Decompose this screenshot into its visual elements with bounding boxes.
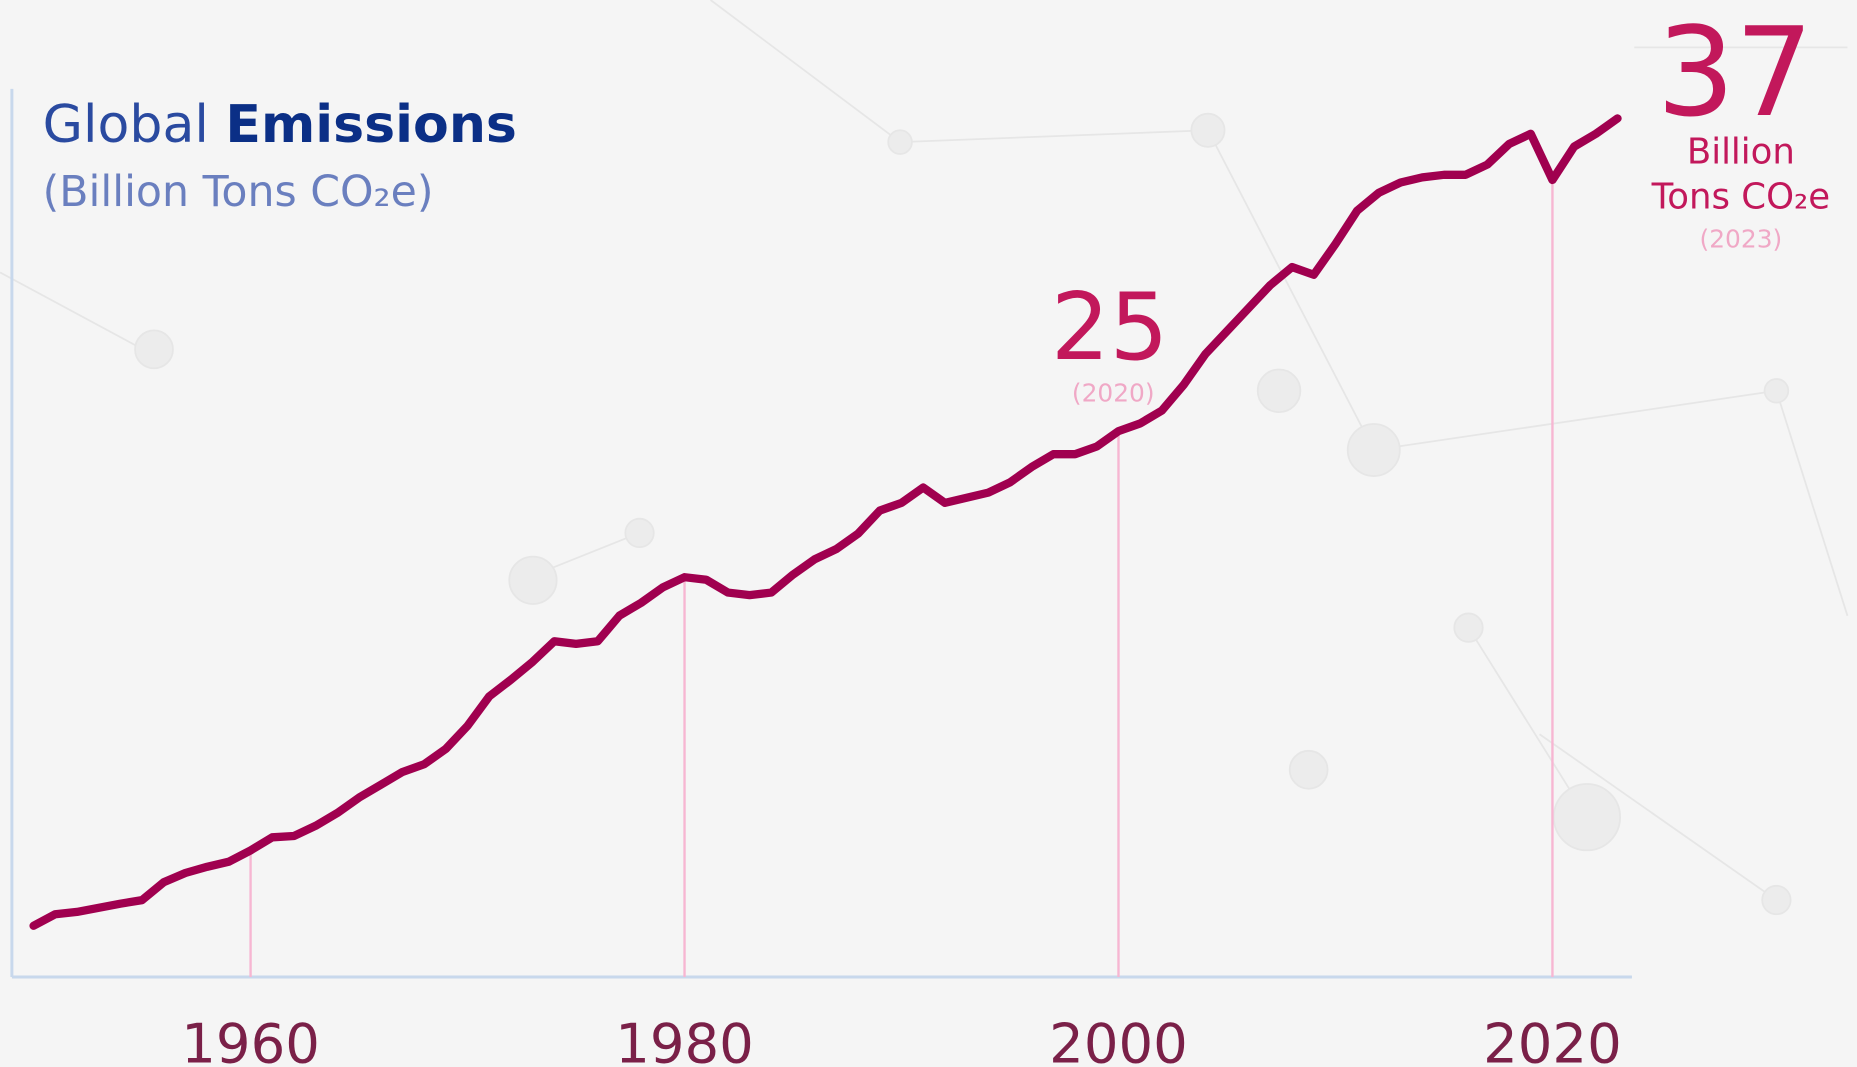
- annotation-unit: Billion: [1687, 131, 1795, 172]
- background-network: [0, 0, 1849, 916]
- annotation-note: (2020): [1072, 378, 1155, 407]
- annotation-value: 37: [1657, 2, 1814, 145]
- x-tick-label: 2020: [1483, 1011, 1622, 1067]
- annotation-note: (2023): [1700, 225, 1783, 254]
- annotation-value: 25: [1051, 273, 1169, 381]
- annotation-unit: Tons CO₂e: [1651, 176, 1831, 217]
- title-light: Global: [43, 95, 209, 155]
- x-tick-label: 2000: [1049, 1011, 1188, 1067]
- title-bold: Emissions: [225, 95, 516, 155]
- chart-subtitle: (Billion Tons CO₂e): [43, 167, 434, 217]
- x-tick-label: 1980: [615, 1011, 754, 1067]
- x-tick-label: 1960: [181, 1011, 320, 1067]
- data-line: [29, 114, 1622, 930]
- chart-title: Global Emissions: [43, 95, 517, 155]
